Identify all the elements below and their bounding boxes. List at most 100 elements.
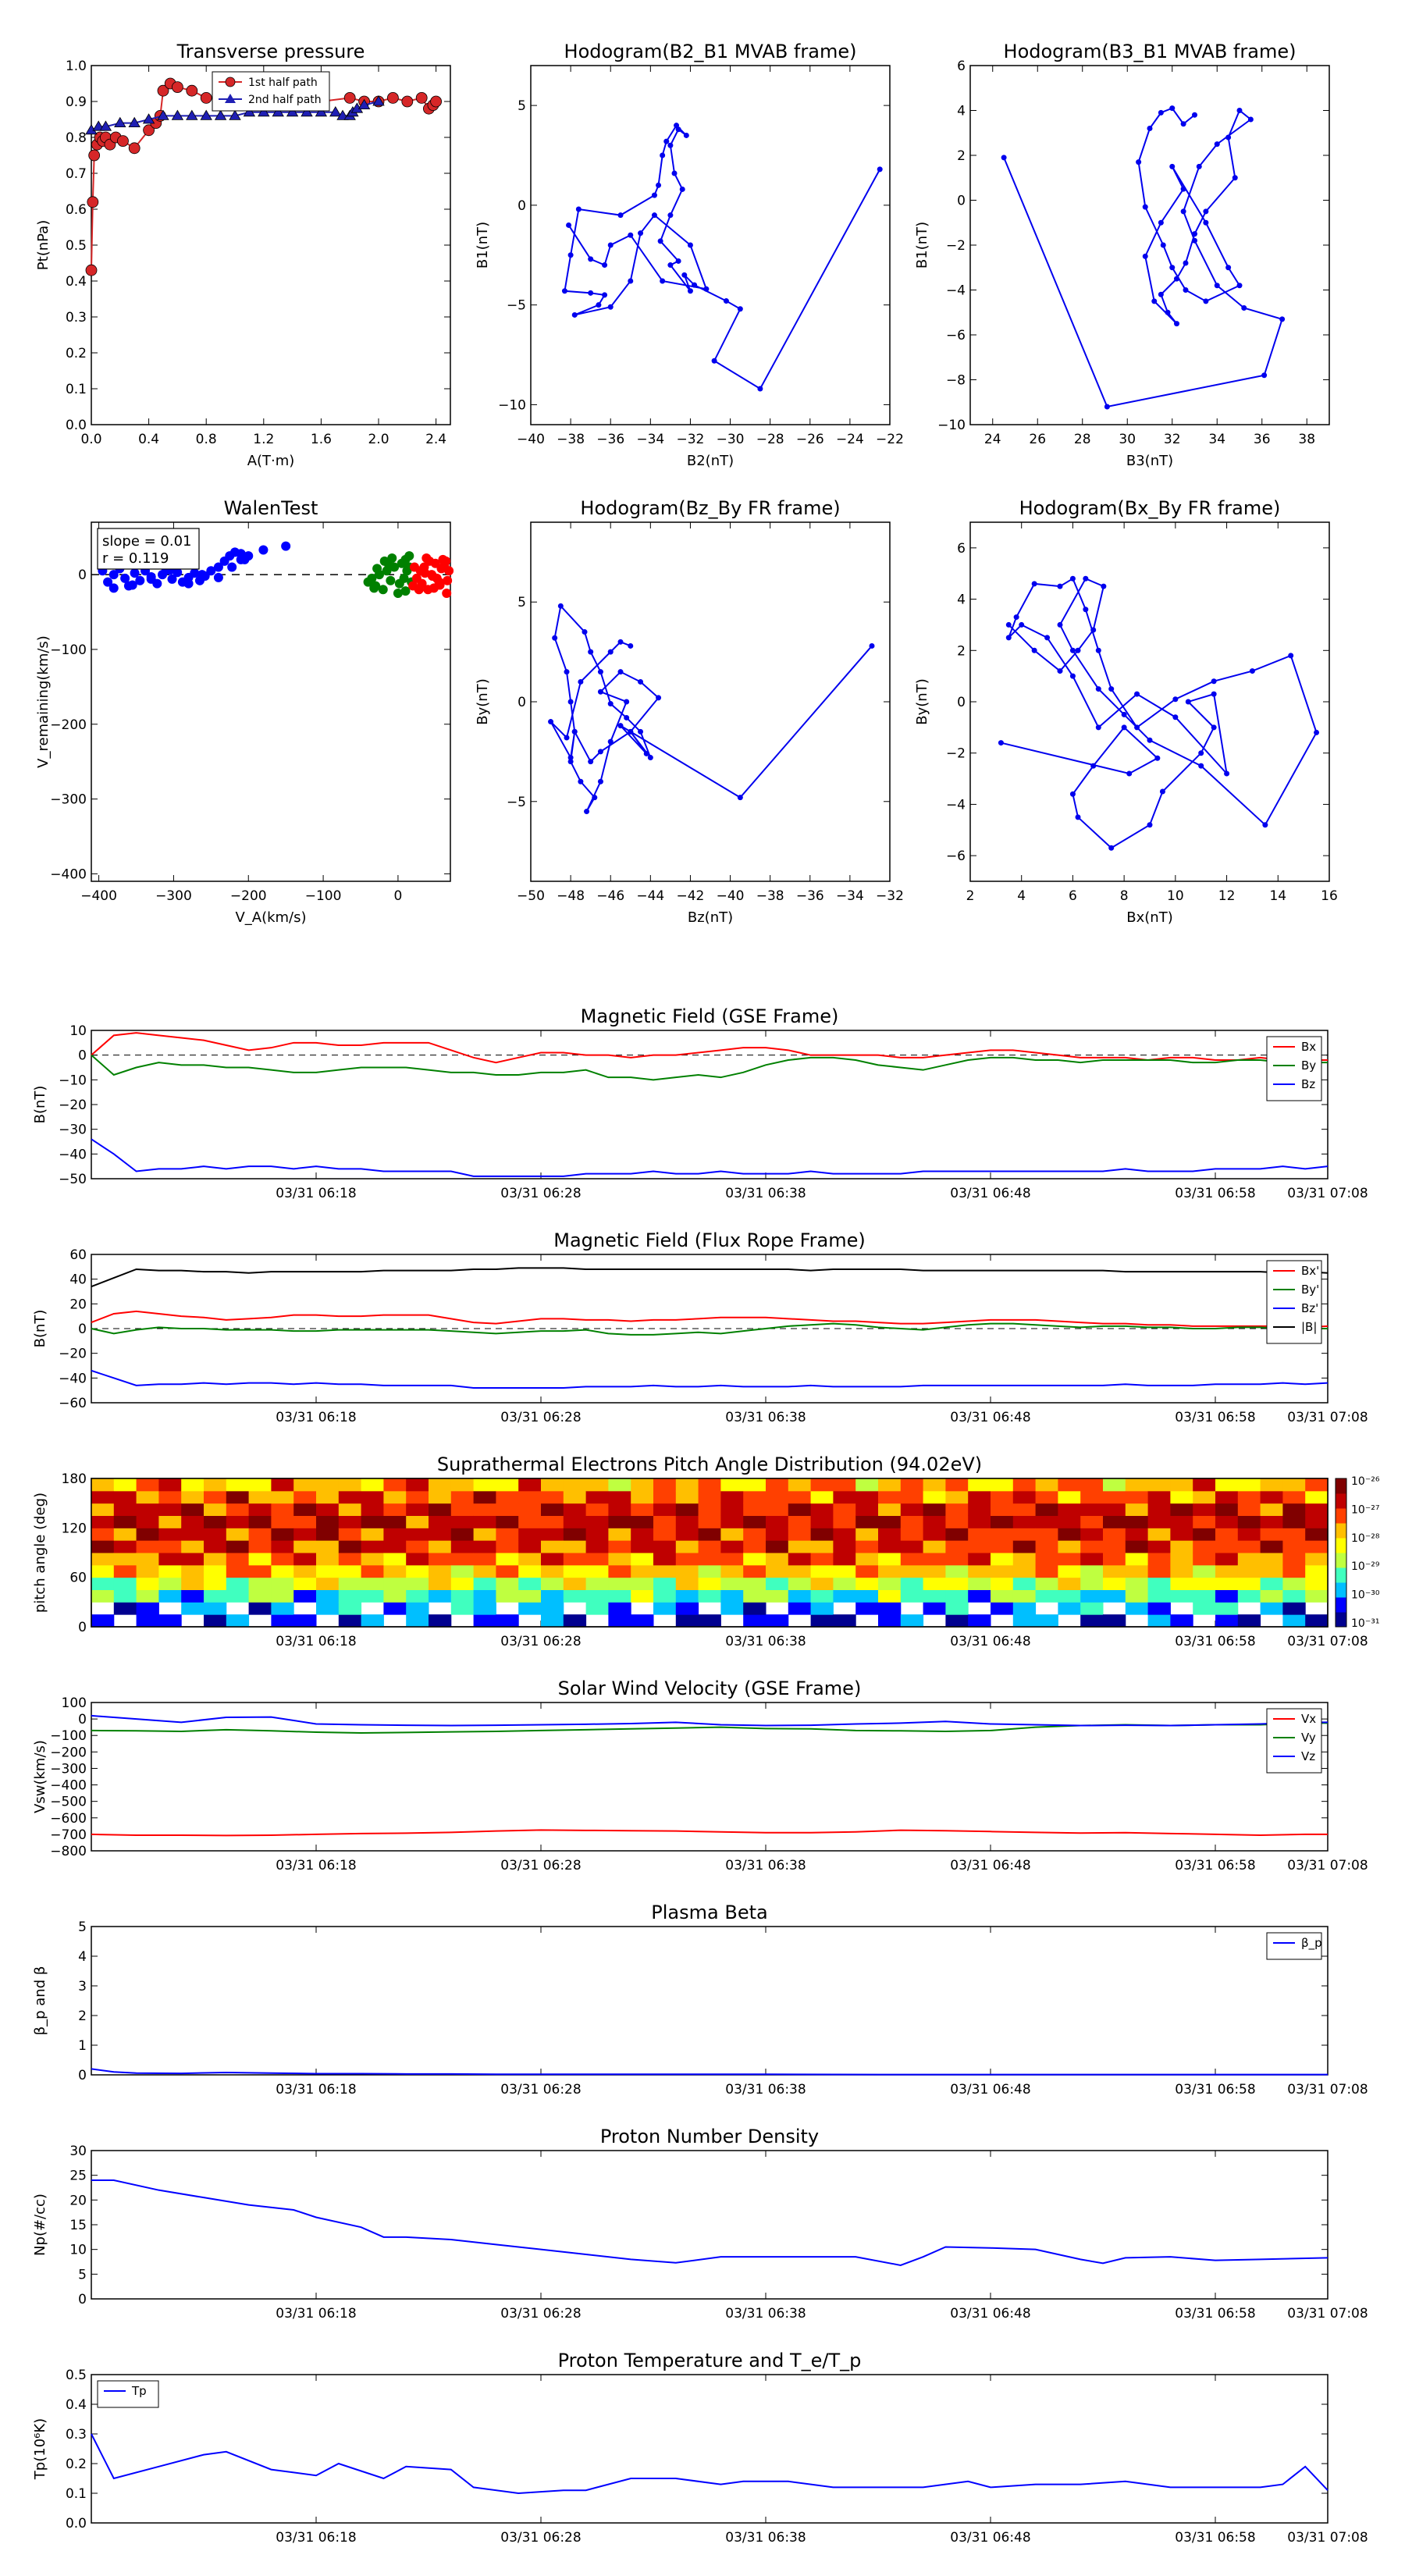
heatmap-cell — [1012, 1515, 1037, 1528]
heatmap-cell — [1282, 1602, 1306, 1615]
heatmap-cell — [720, 1478, 744, 1492]
heatmap-cell — [1103, 1503, 1126, 1516]
x-axis-label: B3(nT) — [1126, 453, 1173, 469]
heatmap-cell — [968, 1528, 991, 1541]
y-tick-label: 2 — [957, 643, 966, 659]
data-point — [1147, 822, 1153, 828]
heatmap-cell — [923, 1503, 946, 1516]
heatmap-cell — [810, 1528, 834, 1541]
heatmap-cell — [406, 1577, 429, 1590]
heatmap-cell — [1058, 1503, 1081, 1516]
heatmap-cell — [204, 1540, 227, 1553]
heatmap-cell — [923, 1564, 946, 1578]
legend-label: 2nd half path — [248, 94, 322, 106]
data-point — [190, 568, 200, 578]
x-tick-label: −34 — [836, 888, 864, 904]
heatmap-cell — [675, 1515, 699, 1528]
heatmap-cell — [1305, 1553, 1329, 1566]
legend-label: Vy — [1301, 1731, 1316, 1745]
heatmap-cell — [900, 1589, 924, 1603]
data-point — [114, 116, 126, 128]
heatmap-cell — [204, 1602, 227, 1615]
heatmap-cell — [810, 1589, 834, 1603]
y-tick-label: 0.5 — [66, 2368, 87, 2383]
data-point — [1174, 321, 1179, 327]
y-tick-label: 2 — [957, 148, 966, 164]
legend-box — [1266, 1260, 1322, 1344]
heatmap-cell — [429, 1577, 452, 1590]
y-tick-label: 20 — [69, 1297, 87, 1312]
heatmap-cell — [450, 1577, 475, 1590]
heatmap-cell — [181, 1602, 205, 1615]
data-point — [1069, 647, 1076, 653]
heatmap-cell — [1012, 1540, 1037, 1553]
axes-frame — [530, 65, 891, 425]
chart-title: Solar Wind Velocity (GSE Frame) — [558, 1678, 862, 1699]
data-point — [1134, 691, 1140, 697]
heatmap-cell — [563, 1589, 587, 1603]
x-tick-label: 10 — [1167, 888, 1184, 904]
heatmap-cell — [766, 1614, 789, 1628]
heatmap-cell — [113, 1577, 137, 1590]
data-point — [571, 728, 578, 735]
heatmap-cell — [991, 1564, 1014, 1578]
y-tick-label: 4 — [957, 104, 966, 119]
y-tick-label: 120 — [62, 1521, 87, 1536]
heatmap-cell — [316, 1503, 340, 1516]
heatmap-cell — [541, 1528, 564, 1541]
data-point — [1203, 208, 1209, 215]
data-point — [142, 113, 155, 124]
data-point — [1236, 108, 1243, 113]
colorbar-segment — [1336, 1597, 1346, 1613]
heatmap-cell — [1215, 1490, 1239, 1504]
series-line — [91, 1267, 1329, 1288]
data-point — [183, 578, 194, 589]
heatmap-cell — [968, 1589, 991, 1603]
heatmap-cell — [855, 1577, 879, 1590]
y-axis-label: V_remaining(km/s) — [35, 635, 52, 768]
heatmap-cell — [766, 1540, 789, 1553]
data-point — [1241, 305, 1247, 311]
heatmap-cell — [1282, 1515, 1306, 1528]
chart-ts_b_gse: −50 −40 −30 −20 −10 0 10 03/31 06:18 03/31 06:28… — [32, 1005, 1368, 1201]
heatmap-cell — [1125, 1490, 1149, 1504]
heatmap-cell — [563, 1614, 587, 1628]
chart-ts_beta: 0 1 2 3 4 5 03/31 06:18 03/31 06:28 03/31 06:38 0… — [32, 1902, 1368, 2097]
x-tick-label: 0.8 — [196, 432, 217, 447]
heatmap-cell — [878, 1614, 902, 1628]
heatmap-cell — [113, 1553, 137, 1566]
heatmap-cell — [496, 1540, 519, 1553]
x-tick-label: 0.0 — [80, 432, 101, 447]
heatmap-cell — [675, 1589, 699, 1603]
heatmap-cell — [1305, 1490, 1329, 1504]
x-axis-label: A(T·m) — [247, 453, 295, 469]
data-point — [1154, 755, 1161, 761]
heatmap-cell — [1282, 1540, 1306, 1553]
heatmap-cell — [473, 1528, 496, 1541]
data-point — [1165, 309, 1171, 315]
heatmap-cell — [496, 1553, 519, 1566]
heatmap-cell — [1103, 1540, 1126, 1553]
data-point — [229, 109, 241, 120]
heatmap-cell — [271, 1614, 294, 1628]
heatmap-cell — [136, 1602, 159, 1615]
heatmap-cell — [991, 1602, 1014, 1615]
x-tick-label: −32 — [876, 888, 904, 904]
heatmap-cell — [968, 1614, 991, 1628]
heatmap-cell — [720, 1553, 744, 1566]
data-point — [87, 196, 99, 208]
heatmap-cell — [361, 1490, 384, 1504]
heatmap-cell — [833, 1528, 856, 1541]
x-tick-label: 03/31 06:38 — [725, 1410, 806, 1425]
x-tick-label: −40 — [517, 432, 545, 447]
heatmap-cell — [698, 1528, 721, 1541]
heatmap-cell — [91, 1589, 115, 1603]
heatmap-cell — [91, 1553, 115, 1566]
y-tick-label: −10 — [59, 1073, 87, 1088]
heatmap-cell — [293, 1503, 317, 1516]
heatmap-cell — [810, 1478, 834, 1492]
heatmap-cell — [743, 1515, 767, 1528]
chart-ts_b_fr: −60 −40 −20 0 20 40 60 03/31 06:18 03/31 06:28 03… — [32, 1229, 1368, 1425]
heatmap-cell — [991, 1503, 1014, 1516]
data-point — [420, 568, 430, 578]
